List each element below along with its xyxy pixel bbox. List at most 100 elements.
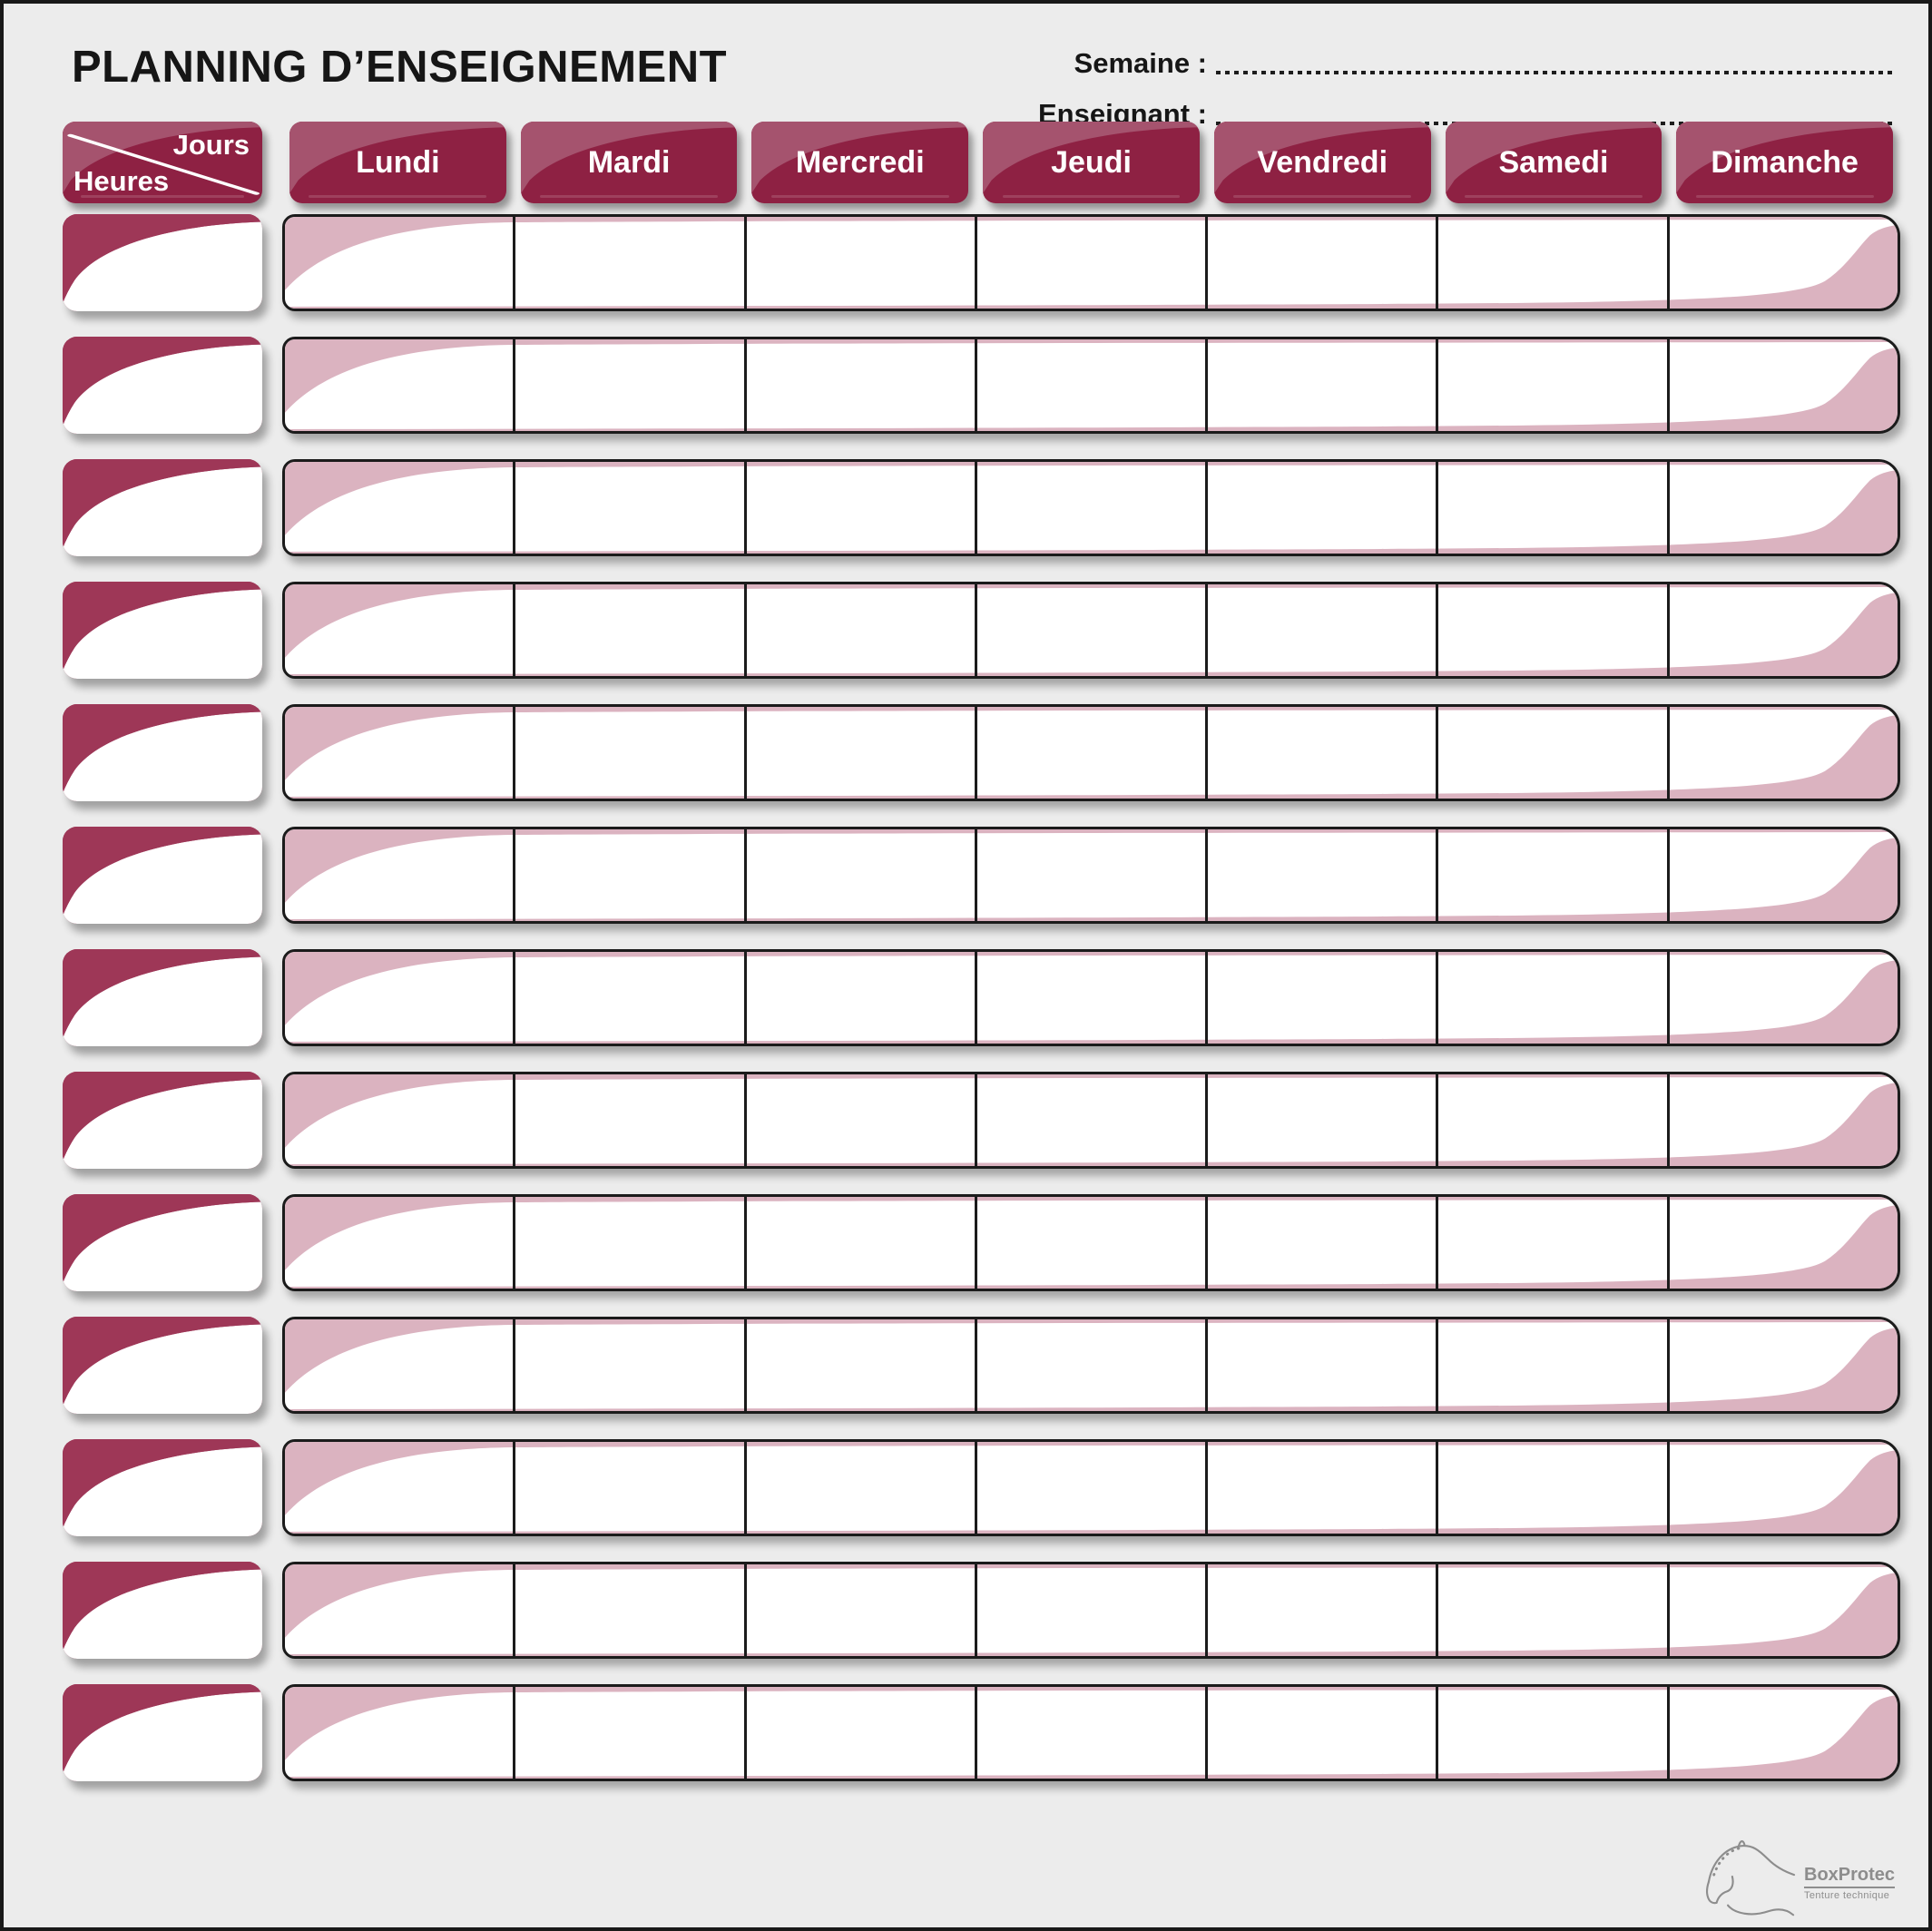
schedule-cell[interactable] xyxy=(747,339,977,431)
schedule-cell[interactable] xyxy=(977,707,1209,799)
schedule-cell[interactable] xyxy=(285,952,516,1044)
hour-cell[interactable] xyxy=(63,704,262,801)
schedule-cell[interactable] xyxy=(747,952,977,1044)
hour-cell[interactable] xyxy=(63,1562,262,1659)
schedule-cell[interactable] xyxy=(1670,217,1898,309)
schedule-cell[interactable] xyxy=(285,1197,516,1289)
hour-cell[interactable] xyxy=(63,1194,262,1291)
schedule-cell[interactable] xyxy=(285,584,516,676)
schedule-cell[interactable] xyxy=(285,1564,516,1656)
schedule-cell[interactable] xyxy=(747,1074,977,1166)
schedule-cell[interactable] xyxy=(1670,584,1898,676)
schedule-cell[interactable] xyxy=(515,584,747,676)
schedule-cell[interactable] xyxy=(1670,1319,1898,1411)
schedule-cell[interactable] xyxy=(515,462,747,554)
schedule-cell[interactable] xyxy=(1208,1197,1439,1289)
week-input-line[interactable] xyxy=(1216,71,1892,74)
schedule-cell[interactable] xyxy=(1670,1197,1898,1289)
schedule-cell[interactable] xyxy=(1208,1319,1439,1411)
hour-cell[interactable] xyxy=(63,214,262,311)
schedule-cell[interactable] xyxy=(977,1074,1209,1166)
schedule-cell[interactable] xyxy=(747,217,977,309)
schedule-cell[interactable] xyxy=(1438,1687,1670,1779)
schedule-cell[interactable] xyxy=(747,462,977,554)
schedule-cell[interactable] xyxy=(977,217,1209,309)
schedule-cell[interactable] xyxy=(977,1319,1209,1411)
schedule-cell[interactable] xyxy=(1208,339,1439,431)
schedule-cell[interactable] xyxy=(515,1074,747,1166)
schedule-cell[interactable] xyxy=(1438,1442,1670,1534)
schedule-cell[interactable] xyxy=(747,1197,977,1289)
schedule-cell[interactable] xyxy=(1670,1687,1898,1779)
schedule-cell[interactable] xyxy=(285,339,516,431)
hour-cell[interactable] xyxy=(63,1317,262,1414)
hour-cell[interactable] xyxy=(63,1684,262,1781)
schedule-cell[interactable] xyxy=(285,1319,516,1411)
schedule-cell[interactable] xyxy=(1208,1442,1439,1534)
schedule-cell[interactable] xyxy=(285,1442,516,1534)
schedule-cell[interactable] xyxy=(747,829,977,921)
schedule-cell[interactable] xyxy=(977,1687,1209,1779)
schedule-cell[interactable] xyxy=(515,1564,747,1656)
schedule-cell[interactable] xyxy=(1670,1564,1898,1656)
schedule-cell[interactable] xyxy=(747,1687,977,1779)
schedule-cell[interactable] xyxy=(515,1197,747,1289)
schedule-cell[interactable] xyxy=(285,829,516,921)
schedule-cell[interactable] xyxy=(285,217,516,309)
schedule-cell[interactable] xyxy=(285,1074,516,1166)
schedule-cell[interactable] xyxy=(977,462,1209,554)
schedule-cell[interactable] xyxy=(1438,1074,1670,1166)
hour-cell[interactable] xyxy=(63,1072,262,1169)
schedule-cell[interactable] xyxy=(515,1442,747,1534)
hour-cell[interactable] xyxy=(63,1439,262,1536)
schedule-cell[interactable] xyxy=(1670,1442,1898,1534)
schedule-cell[interactable] xyxy=(977,1564,1209,1656)
schedule-cell[interactable] xyxy=(977,339,1209,431)
hour-cell[interactable] xyxy=(63,949,262,1046)
schedule-cell[interactable] xyxy=(977,584,1209,676)
schedule-cell[interactable] xyxy=(747,707,977,799)
schedule-cell[interactable] xyxy=(515,829,747,921)
schedule-cell[interactable] xyxy=(515,1687,747,1779)
schedule-cell[interactable] xyxy=(1438,1319,1670,1411)
schedule-cell[interactable] xyxy=(1208,707,1439,799)
hour-cell[interactable] xyxy=(63,459,262,556)
schedule-cell[interactable] xyxy=(1438,462,1670,554)
hour-cell[interactable] xyxy=(63,337,262,434)
schedule-cell[interactable] xyxy=(1438,707,1670,799)
schedule-cell[interactable] xyxy=(1208,462,1439,554)
schedule-cell[interactable] xyxy=(1438,584,1670,676)
schedule-cell[interactable] xyxy=(515,217,747,309)
schedule-cell[interactable] xyxy=(977,1442,1209,1534)
schedule-cell[interactable] xyxy=(1670,829,1898,921)
schedule-cell[interactable] xyxy=(515,952,747,1044)
schedule-cell[interactable] xyxy=(1670,339,1898,431)
schedule-cell[interactable] xyxy=(285,1687,516,1779)
schedule-cell[interactable] xyxy=(515,339,747,431)
schedule-cell[interactable] xyxy=(285,707,516,799)
schedule-cell[interactable] xyxy=(1208,829,1439,921)
schedule-cell[interactable] xyxy=(1438,339,1670,431)
schedule-cell[interactable] xyxy=(1208,1564,1439,1656)
schedule-cell[interactable] xyxy=(1208,584,1439,676)
schedule-cell[interactable] xyxy=(1438,829,1670,921)
schedule-cell[interactable] xyxy=(1670,707,1898,799)
schedule-cell[interactable] xyxy=(515,707,747,799)
schedule-cell[interactable] xyxy=(747,584,977,676)
schedule-cell[interactable] xyxy=(1208,952,1439,1044)
schedule-cell[interactable] xyxy=(747,1319,977,1411)
schedule-cell[interactable] xyxy=(1670,462,1898,554)
schedule-cell[interactable] xyxy=(1208,217,1439,309)
schedule-cell[interactable] xyxy=(977,952,1209,1044)
schedule-cell[interactable] xyxy=(1208,1687,1439,1779)
hour-cell[interactable] xyxy=(63,827,262,924)
schedule-cell[interactable] xyxy=(515,1319,747,1411)
schedule-cell[interactable] xyxy=(1438,952,1670,1044)
schedule-cell[interactable] xyxy=(1438,217,1670,309)
schedule-cell[interactable] xyxy=(1670,1074,1898,1166)
schedule-cell[interactable] xyxy=(1438,1197,1670,1289)
hour-cell[interactable] xyxy=(63,582,262,679)
schedule-cell[interactable] xyxy=(747,1442,977,1534)
schedule-cell[interactable] xyxy=(977,1197,1209,1289)
schedule-cell[interactable] xyxy=(1438,1564,1670,1656)
